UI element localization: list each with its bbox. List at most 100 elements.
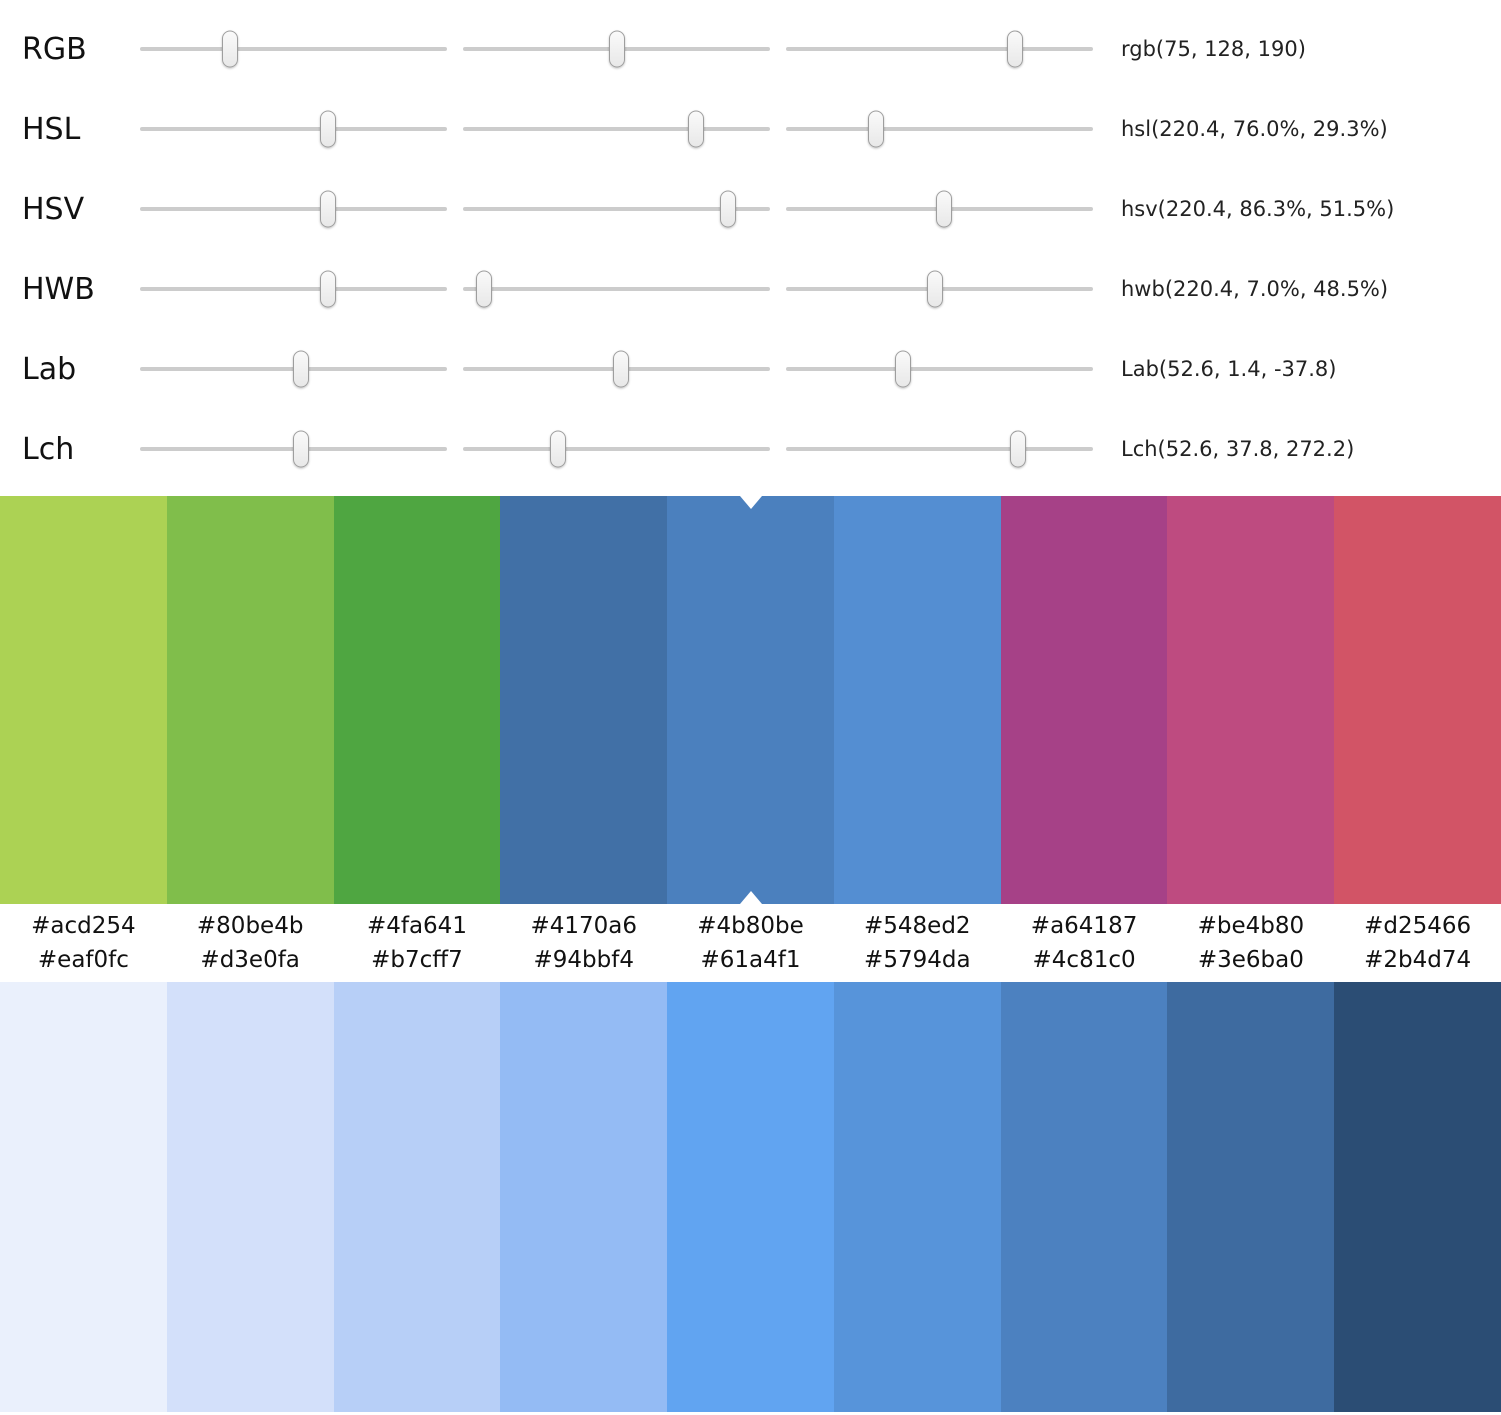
lch-slider-thumb-1[interactable] <box>293 430 310 468</box>
colorspace-label-rgb: RGB <box>22 31 87 67</box>
slider-row-hsv: HSV hsv(220.4, 86.3%, 51.5%) <box>0 169 1501 249</box>
rgb-slider-3[interactable] <box>786 25 1093 73</box>
swatch-d25466[interactable] <box>1334 496 1501 904</box>
colorspace-label-hsl: HSL <box>22 111 81 147</box>
swatch-4b80be[interactable] <box>667 496 834 904</box>
hsv-slider-thumb-1[interactable] <box>319 190 336 228</box>
hsl-slider-1[interactable] <box>140 105 447 153</box>
hue-palette-labels: #acd254 #80be4b #4fa641 #4170a6 #4b80be #548e… <box>0 904 1501 944</box>
rgb-slider-track-3 <box>786 47 1093 51</box>
hex-label-acd254: #acd254 <box>31 913 136 939</box>
slider-row-hsl: HSL hsl(220.4, 76.0%, 29.3%) <box>0 89 1501 169</box>
lab-slider-thumb-2[interactable] <box>613 350 630 388</box>
hex-label-d25466: #d25466 <box>1364 913 1472 939</box>
hwb-value-text: hwb(220.4, 7.0%, 48.5%) <box>1121 277 1389 301</box>
hex-label-4b80be: #4b80be <box>697 913 804 939</box>
hex-label-5794da: #5794da <box>864 947 971 973</box>
hwb-slider-1[interactable] <box>140 265 447 313</box>
hex-label-2b4d74: #2b4d74 <box>1364 947 1472 973</box>
hex-label-61a4f1: #61a4f1 <box>700 947 801 973</box>
hex-label-b7cff7: #b7cff7 <box>371 947 463 973</box>
lch-value-text: Lch(52.6, 37.8, 272.2) <box>1121 437 1355 461</box>
hwb-slider-thumb-1[interactable] <box>319 270 336 308</box>
swatch-4170a6[interactable] <box>500 496 668 904</box>
hex-label-d3e0fa: #d3e0fa <box>200 947 300 973</box>
lab-slider-thumb-3[interactable] <box>895 350 912 388</box>
hex-label-a64187: #a64187 <box>1030 913 1138 939</box>
tone-palette-strip <box>0 982 1501 1412</box>
swatch-3e6ba0[interactable] <box>1167 982 1335 1412</box>
hex-label-4170a6: #4170a6 <box>530 913 637 939</box>
lab-slider-2[interactable] <box>463 345 770 393</box>
hsl-slider-3[interactable] <box>786 105 1093 153</box>
swatch-4fa641[interactable] <box>333 496 501 904</box>
rgb-value-text: rgb(75, 128, 190) <box>1121 37 1306 61</box>
hsl-slider-2[interactable] <box>463 105 770 153</box>
swatch-2b4d74[interactable] <box>1334 982 1501 1412</box>
hsl-slider-thumb-2[interactable] <box>688 110 705 148</box>
hsv-slider-thumb-3[interactable] <box>936 190 953 228</box>
swatch-94bbf4[interactable] <box>500 982 668 1412</box>
slider-row-lch: Lch Lch(52.6, 37.8, 272.2) <box>0 409 1501 489</box>
lch-slider-3[interactable] <box>786 425 1093 473</box>
hsv-slider-3[interactable] <box>786 185 1093 233</box>
hsl-slider-track-3 <box>786 127 1093 131</box>
swatch-5794da[interactable] <box>833 982 1001 1412</box>
swatch-61a4f1[interactable] <box>667 982 834 1412</box>
hwb-slider-thumb-2[interactable] <box>476 270 493 308</box>
lab-slider-3[interactable] <box>786 345 1093 393</box>
rgb-slider-thumb-2[interactable] <box>609 30 626 68</box>
swatch-4c81c0[interactable] <box>1000 982 1168 1412</box>
swatch-d3e0fa[interactable] <box>166 982 334 1412</box>
colorspace-label-hwb: HWB <box>22 271 95 307</box>
swatch-be4b80[interactable] <box>1167 496 1335 904</box>
lab-slider-thumb-1[interactable] <box>293 350 310 388</box>
lch-slider-2[interactable] <box>463 425 770 473</box>
hsl-value-text: hsl(220.4, 76.0%, 29.3%) <box>1121 117 1388 141</box>
hwb-slider-3[interactable] <box>786 265 1093 313</box>
rgb-slider-thumb-3[interactable] <box>1006 30 1023 68</box>
hex-label-4c81c0: #4c81c0 <box>1032 947 1136 973</box>
lab-slider-track-3 <box>786 367 1093 371</box>
hex-label-3e6ba0: #3e6ba0 <box>1197 947 1304 973</box>
swatch-b7cff7[interactable] <box>333 982 501 1412</box>
rgb-slider-1[interactable] <box>140 25 447 73</box>
hsv-slider-2[interactable] <box>463 185 770 233</box>
hex-label-eaf0fc: #eaf0fc <box>37 947 129 973</box>
hex-label-94bbf4: #94bbf4 <box>533 947 634 973</box>
hsv-slider-track-1 <box>140 207 447 211</box>
colorspace-label-lch: Lch <box>22 431 75 467</box>
selected-swatch-notch-bottom <box>739 891 762 904</box>
colorspace-label-hsv: HSV <box>22 191 85 227</box>
lch-slider-track-2 <box>463 447 770 451</box>
hex-label-80be4b: #80be4b <box>196 913 304 939</box>
hwb-slider-thumb-3[interactable] <box>926 270 943 308</box>
hsv-slider-track-2 <box>463 207 770 211</box>
hex-label-4fa641: #4fa641 <box>366 913 467 939</box>
hsv-slider-thumb-2[interactable] <box>719 190 736 228</box>
lab-slider-1[interactable] <box>140 345 447 393</box>
swatch-acd254[interactable] <box>0 496 167 904</box>
swatch-80be4b[interactable] <box>166 496 334 904</box>
swatch-eaf0fc[interactable] <box>0 982 167 1412</box>
hsl-slider-track-1 <box>140 127 447 131</box>
hex-label-be4b80: #be4b80 <box>1197 913 1305 939</box>
rgb-slider-thumb-1[interactable] <box>222 30 239 68</box>
hwb-slider-track-1 <box>140 287 447 291</box>
lch-slider-1[interactable] <box>140 425 447 473</box>
selected-swatch-notch-top <box>739 496 762 509</box>
swatch-548ed2[interactable] <box>833 496 1001 904</box>
hex-label-548ed2: #548ed2 <box>864 913 971 939</box>
hwb-slider-track-2 <box>463 287 770 291</box>
hsl-slider-thumb-1[interactable] <box>319 110 336 148</box>
hwb-slider-2[interactable] <box>463 265 770 313</box>
rgb-slider-2[interactable] <box>463 25 770 73</box>
swatch-a64187[interactable] <box>1000 496 1168 904</box>
hsv-slider-1[interactable] <box>140 185 447 233</box>
slider-panel: RGB rgb(75, 128, 190) HSL hsl(220.4, 76.0%,… <box>0 0 1501 496</box>
lch-slider-thumb-3[interactable] <box>1010 430 1027 468</box>
lch-slider-thumb-2[interactable] <box>549 430 566 468</box>
hsl-slider-thumb-3[interactable] <box>867 110 884 148</box>
hue-palette-strip <box>0 496 1501 904</box>
lch-slider-track-3 <box>786 447 1093 451</box>
